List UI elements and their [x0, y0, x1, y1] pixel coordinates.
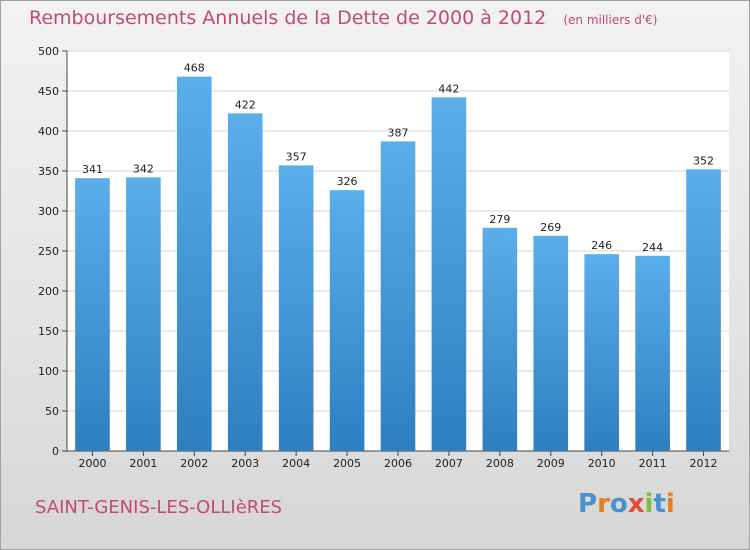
bar-value-label: 468 [184, 62, 205, 75]
bar-value-label: 357 [286, 150, 307, 163]
y-tick-label: 400 [38, 125, 59, 138]
logo-letter: t [653, 489, 666, 519]
bar [533, 235, 569, 451]
proxiti-logo: Proxiti [578, 489, 675, 519]
x-tick-label: 2009 [537, 457, 565, 470]
bar [686, 169, 721, 451]
city-name: SAINT-GENIS-LES-OLLIèRES [35, 497, 283, 518]
bar [227, 113, 263, 452]
bar-value-label: 387 [388, 126, 409, 139]
bar [176, 76, 212, 451]
x-tick-label: 2012 [690, 457, 718, 470]
bar-value-label: 352 [693, 154, 714, 167]
y-tick-label: 150 [38, 325, 59, 338]
y-tick-label: 0 [52, 445, 59, 458]
logo-letter: i [644, 489, 654, 519]
y-tick-label: 300 [38, 205, 59, 218]
bar-value-label: 246 [591, 239, 612, 252]
logo-letter: P [578, 489, 598, 519]
bar [329, 190, 365, 451]
x-tick-label: 2003 [231, 457, 259, 470]
bar [482, 227, 518, 451]
bar-value-label: 342 [133, 162, 154, 175]
x-tick-label: 2006 [384, 457, 412, 470]
x-tick-label: 2004 [282, 457, 310, 470]
x-tick-label: 2007 [435, 457, 463, 470]
bar-value-label: 422 [235, 98, 256, 111]
bar [278, 165, 314, 451]
logo-letter: i [665, 489, 675, 519]
x-tick-label: 2000 [78, 457, 106, 470]
x-tick-label: 2008 [486, 457, 514, 470]
x-tick-label: 2011 [639, 457, 667, 470]
y-tick-label: 350 [38, 165, 59, 178]
bar [584, 254, 620, 451]
y-tick-label: 50 [45, 405, 59, 418]
logo-letter: r [597, 489, 610, 519]
bar-value-label: 442 [438, 82, 459, 95]
bar-value-label: 341 [82, 163, 103, 176]
logo-letter: x [627, 489, 645, 519]
y-tick-label: 200 [38, 285, 59, 298]
x-tick-label: 2005 [333, 457, 361, 470]
bar [126, 177, 161, 451]
bar [635, 255, 670, 451]
logo-letter: o [609, 489, 628, 519]
y-tick-label: 500 [38, 45, 59, 58]
bar-value-label: 326 [337, 175, 358, 188]
bar-value-label: 269 [540, 221, 561, 234]
bar-value-label: 244 [642, 241, 663, 254]
y-tick-label: 450 [38, 85, 59, 98]
bar [431, 97, 467, 452]
chart-title: Remboursements Annuels de la Dette de 20… [29, 7, 657, 29]
y-tick-label: 250 [38, 245, 59, 258]
bar-value-label: 279 [489, 213, 510, 226]
bar [75, 178, 110, 451]
x-tick-label: 2002 [180, 457, 208, 470]
chart-title-unit: (en milliers d'€) [563, 13, 658, 27]
y-tick-label: 100 [38, 365, 59, 378]
x-tick-label: 2010 [588, 457, 616, 470]
bar [380, 141, 416, 451]
x-tick-label: 2001 [129, 457, 157, 470]
chart-title-main: Remboursements Annuels de la Dette de 20… [29, 7, 547, 29]
